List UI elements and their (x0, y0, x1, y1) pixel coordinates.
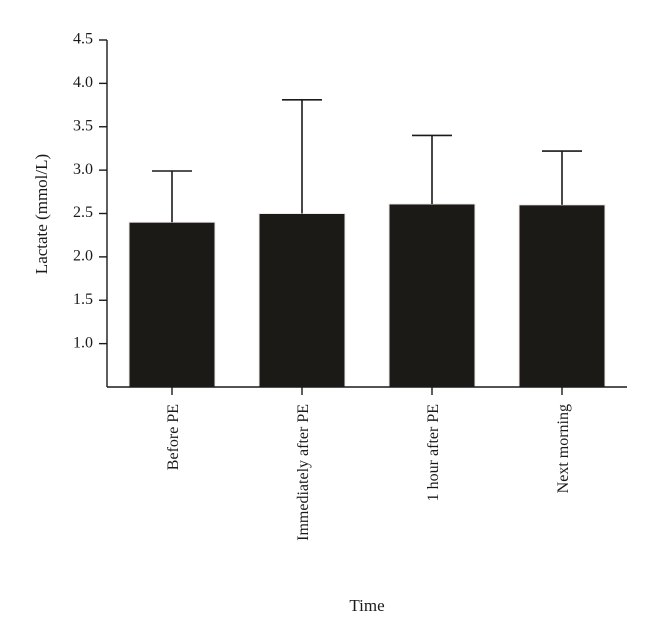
y-tick-label-4: 3.0 (73, 161, 93, 178)
error-bars-layer (152, 99, 582, 223)
y-tick-label-2: 2.0 (73, 248, 93, 265)
bars-layer (128, 203, 606, 388)
bar-0 (128, 221, 216, 388)
x-tick-label-1: Immediately after PE (295, 404, 312, 541)
x-tick-label-3: Next morning (555, 404, 572, 493)
y-tick-label-3: 2.5 (73, 204, 93, 221)
bar-2 (388, 203, 476, 388)
y-tick-label-0: 1.0 (73, 334, 93, 351)
bar-3 (518, 204, 606, 388)
y-ticks-layer: 1.0 1.5 2.0 2.5 3.0 3.5 4.0 4.5 (73, 31, 107, 351)
y-axis-title: Lactate (mmol/L) (32, 154, 51, 274)
y-tick-label-7: 4.5 (73, 31, 93, 48)
x-tick-label-2: 1 hour after PE (425, 404, 442, 501)
x-tick-label-0: Before PE (165, 404, 182, 470)
y-tick-label-6: 4.0 (73, 74, 93, 91)
y-tick-label-1: 1.5 (73, 291, 93, 308)
x-ticks-layer: Before PE Immediately after PE 1 hour afte… (165, 387, 572, 541)
y-tick-label-5: 3.5 (73, 117, 93, 134)
bar-1 (258, 213, 346, 388)
x-axis-title: Time (349, 596, 384, 615)
